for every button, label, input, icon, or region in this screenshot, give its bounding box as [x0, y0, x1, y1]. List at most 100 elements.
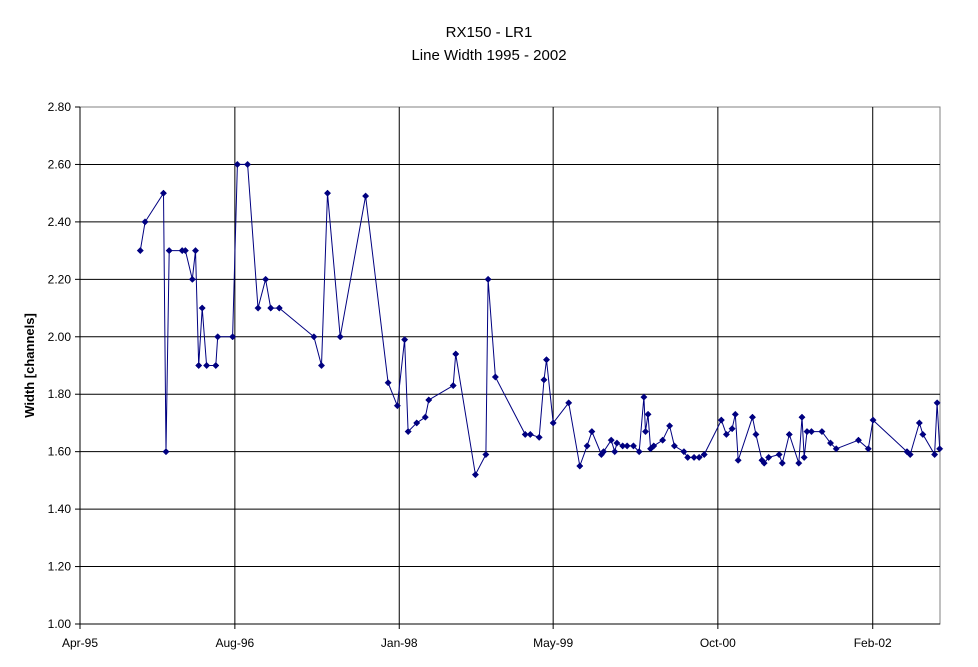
data-point [728, 425, 736, 433]
data-point [540, 376, 548, 384]
x-tick-label: Jan-98 [381, 636, 418, 650]
data-point [760, 459, 768, 467]
data-point [752, 430, 760, 438]
data-point [244, 160, 252, 168]
data-point [425, 396, 433, 404]
data-point [482, 450, 490, 459]
y-tick-label: 1.80 [48, 387, 72, 401]
y-tick-label: 1.60 [48, 445, 72, 459]
data-point [936, 445, 944, 453]
data-point [700, 450, 708, 459]
y-tick-label: 1.40 [48, 502, 72, 516]
data-point [915, 419, 923, 427]
data-point [136, 247, 144, 255]
data-point [336, 333, 344, 341]
data-point [254, 304, 262, 312]
data-point [795, 459, 803, 467]
data-point [267, 304, 275, 312]
data-point [421, 413, 429, 421]
data-point [229, 333, 237, 341]
data-point [629, 442, 638, 450]
data-point [191, 247, 200, 255]
data-point [214, 333, 222, 341]
data-point [748, 413, 757, 421]
data-point [162, 448, 170, 456]
data-point [644, 410, 652, 418]
y-tick-label: 1.20 [48, 560, 72, 574]
data-point [233, 160, 241, 168]
data-point [491, 373, 499, 381]
y-tick-label: 1.00 [48, 617, 72, 631]
data-point [919, 430, 927, 438]
data-point [195, 361, 203, 370]
chart-subtitle: Line Width 1995 - 2002 [411, 47, 567, 64]
x-tick-label: Apr-95 [62, 636, 98, 650]
data-point [576, 462, 584, 470]
data-point [650, 442, 658, 450]
data-point [600, 448, 608, 456]
data-point [159, 189, 168, 197]
data-point [800, 453, 808, 461]
series-line [139, 163, 941, 477]
data-point [807, 428, 816, 436]
chart-title: RX150 - LR1 [445, 24, 533, 41]
data-point [188, 275, 196, 283]
data-point [198, 304, 206, 312]
data-point [623, 442, 631, 450]
data-point [452, 350, 460, 358]
x-tick-label: Oct-00 [700, 636, 736, 650]
data-point [181, 247, 189, 255]
data-point [731, 410, 739, 418]
data-point [798, 413, 806, 421]
data-point [310, 333, 318, 341]
data-point [722, 430, 730, 438]
data-point [583, 442, 591, 450]
data-point [778, 459, 786, 467]
data-point [933, 399, 941, 407]
data-point [717, 416, 725, 424]
data-point [659, 436, 667, 444]
data-point [565, 399, 573, 407]
data-point [906, 450, 914, 459]
data-point [635, 448, 643, 456]
data-point [165, 247, 173, 255]
data-point [275, 304, 283, 312]
y-tick-label: 2.00 [48, 330, 72, 344]
data-point [680, 448, 688, 456]
y-tick-label: 2.80 [48, 100, 72, 114]
data-point [212, 361, 220, 370]
data-point [535, 433, 543, 441]
data-point [404, 428, 412, 436]
data-point [734, 456, 742, 464]
data-point [818, 428, 826, 436]
data-point [684, 453, 692, 461]
data-point [931, 450, 939, 459]
data-point [203, 361, 211, 370]
data-point [611, 448, 619, 456]
data-point [864, 445, 872, 453]
data-point [666, 422, 674, 430]
data-point [775, 450, 783, 459]
plot-area [79, 106, 941, 625]
y-axis-label: Width [channels] [22, 313, 37, 418]
x-tick-label: Feb-02 [854, 636, 892, 650]
data-point [526, 430, 534, 438]
y-tick-label: 2.20 [48, 272, 72, 286]
data-point [588, 428, 596, 436]
data-point [141, 218, 149, 226]
data-point [384, 379, 392, 387]
data-point [607, 436, 615, 444]
data-point [613, 439, 621, 447]
data-point [413, 419, 421, 427]
data-point [641, 428, 650, 436]
data-point [785, 430, 793, 438]
data-point [695, 453, 703, 461]
data-point [393, 402, 401, 410]
data-point [765, 453, 773, 461]
data-point [362, 192, 370, 200]
data-point [832, 445, 840, 453]
data-point [826, 439, 835, 447]
data-point [484, 275, 492, 283]
data-point [542, 356, 551, 364]
